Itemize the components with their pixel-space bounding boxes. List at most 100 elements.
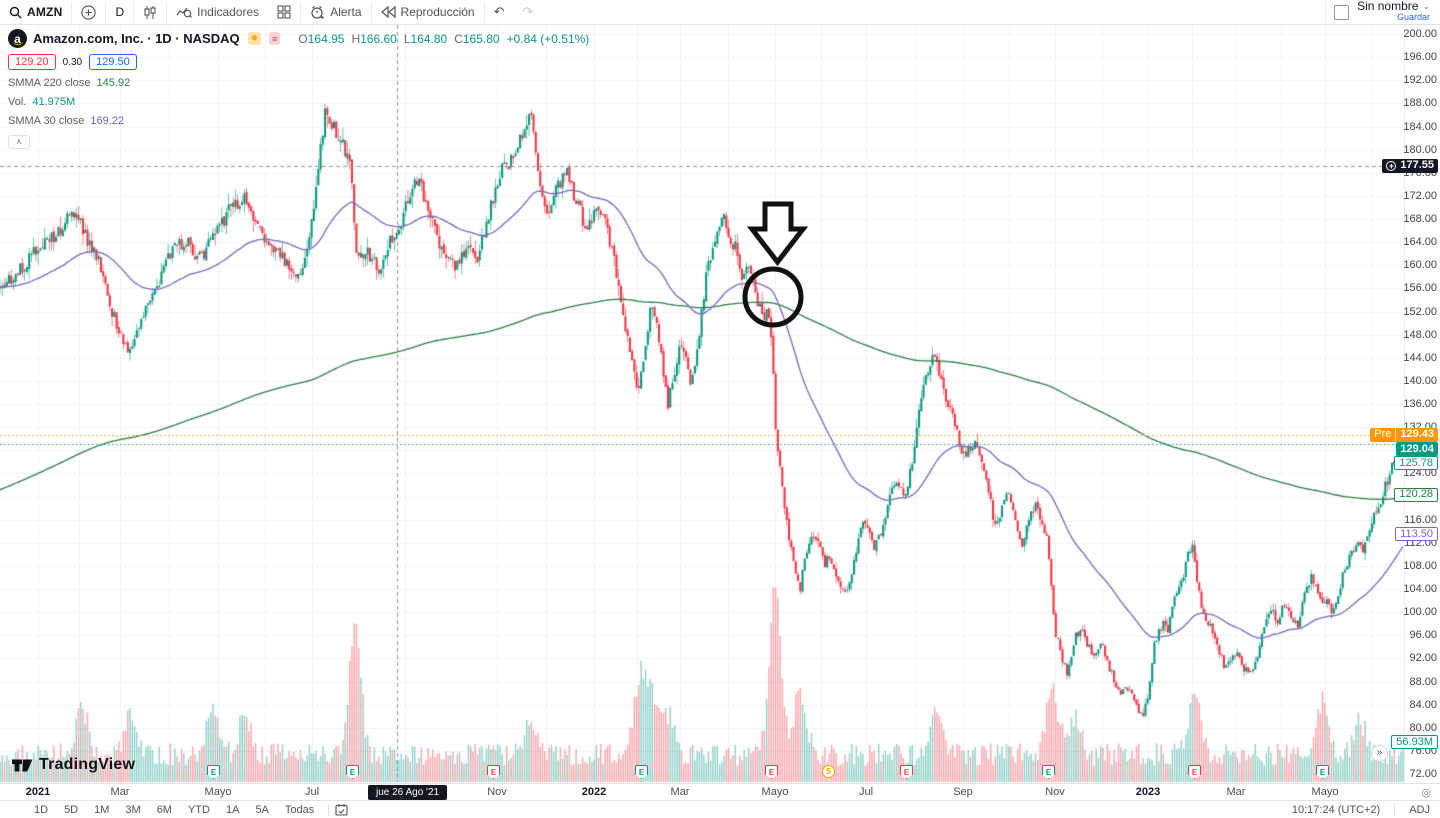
range-button-1d[interactable]: 1D xyxy=(34,803,49,816)
symbol-search[interactable]: AMZN xyxy=(0,0,71,25)
earnings-badge-icon[interactable]: E xyxy=(207,765,220,779)
earnings-badge-icon[interactable]: E xyxy=(900,765,913,779)
price-tick: 192.00 xyxy=(1403,74,1437,87)
layout-grid-button[interactable] xyxy=(268,0,300,25)
ohlc-values: O164.95 H166.60 L164.80 C165.80 +0.84 (+… xyxy=(298,31,590,46)
time-tick: Mayo xyxy=(1311,786,1339,798)
toolbar-divider xyxy=(483,1,485,23)
search-icon xyxy=(9,6,22,18)
layout-controls: Sin nombre ⌄ Guardar xyxy=(1325,0,1440,23)
time-tick: 2022 xyxy=(581,786,607,798)
price-tick: 80.00 xyxy=(1409,721,1437,734)
undo-button[interactable]: ↶ xyxy=(485,0,514,25)
earnings-badge-icon[interactable]: E xyxy=(1188,765,1201,779)
range-button-1a[interactable]: 1A xyxy=(225,803,240,816)
range-button-5a[interactable]: 5A xyxy=(255,803,269,816)
chart-area[interactable]: 72.00 76.00 80.00 84.00 88.00 92.00 96.00 100.0… xyxy=(0,25,1440,783)
price-tick: 140.00 xyxy=(1403,374,1437,387)
toolbar-divider xyxy=(1394,803,1396,816)
adj-toggle[interactable]: ADJ xyxy=(1409,803,1430,816)
tradingview-watermark[interactable]: TradingView xyxy=(12,756,135,774)
redo-button[interactable]: ↷ xyxy=(514,0,543,25)
flash-badge-icon[interactable]: ✹ xyxy=(247,32,262,45)
range-button-todas[interactable]: Todas xyxy=(284,803,315,816)
toolbar-divider xyxy=(166,1,168,23)
time-tick: Nov xyxy=(1045,786,1065,798)
earnings-badge-icon[interactable]: E xyxy=(1042,765,1055,779)
range-button-1m[interactable]: 1M xyxy=(94,803,110,816)
toolbar-divider xyxy=(1325,1,1327,23)
earnings-badge-icon[interactable]: E xyxy=(487,765,500,779)
earnings-badge-icon[interactable]: E xyxy=(1316,765,1329,779)
price-tick: 160.00 xyxy=(1403,259,1437,272)
price-tick: 124.00 xyxy=(1403,467,1437,480)
interval-button[interactable]: D xyxy=(106,0,133,25)
price-tick: 148.00 xyxy=(1403,328,1437,341)
calendar-icon[interactable] xyxy=(335,803,348,816)
price-tick: 196.00 xyxy=(1403,51,1437,64)
chevron-down-icon: ⌄ xyxy=(1422,1,1430,11)
indicator-row-smma220[interactable]: SMMA 220 close 145.92 xyxy=(8,77,131,89)
price-tick: 72.00 xyxy=(1409,768,1437,780)
replay-button[interactable]: Reproducción xyxy=(372,0,484,25)
split-badge-icon[interactable]: S xyxy=(822,765,835,778)
range-button-3m[interactable]: 3M xyxy=(125,803,141,816)
time-axis[interactable]: 2021 Mar Mayo Jul Nov 2022 Mar Mayo Jul Sep Nov 202… xyxy=(0,783,1440,800)
toolbar-divider xyxy=(71,1,73,23)
scroll-to-latest-button[interactable]: » xyxy=(1371,745,1388,762)
alert-clock-icon xyxy=(311,5,324,19)
crosshair-price-label: +177.55 xyxy=(1382,158,1438,173)
layout-name-label: Sin nombre xyxy=(1357,0,1419,13)
indicators-icon xyxy=(176,7,193,18)
replay-icon xyxy=(380,6,396,18)
indicators-button[interactable]: Indicadores xyxy=(167,0,268,25)
legend-collapse-button[interactable]: ∧ xyxy=(8,135,30,149)
price-tick: 84.00 xyxy=(1409,698,1437,711)
time-tick: Mayo xyxy=(761,786,789,798)
layout-checkbox[interactable] xyxy=(1334,4,1350,20)
price-chart-canvas[interactable] xyxy=(0,25,1440,783)
layout-menu[interactable]: Sin nombre ⌄ Guardar xyxy=(1357,0,1430,23)
price-tick: 180.00 xyxy=(1403,143,1437,156)
time-tick: 2023 xyxy=(1135,786,1161,798)
volume-value: 41.975M xyxy=(32,96,76,108)
indicator-row-volume[interactable]: Vol. 41.975M xyxy=(8,96,76,108)
symbol-title[interactable]: Amazon.com, Inc. · 1D · NASDAQ xyxy=(33,31,240,46)
price-tick: 92.00 xyxy=(1409,652,1437,665)
price-level-label: 125.78 xyxy=(1394,456,1438,471)
notes-badge-icon[interactable]: ≡ xyxy=(269,32,281,45)
premarket-price-label: Pre 129.43 xyxy=(1370,427,1438,442)
earnings-badge-icon[interactable]: E xyxy=(635,765,648,779)
range-button-ytd[interactable]: YTD xyxy=(187,803,210,816)
time-tick: Nov xyxy=(487,786,507,798)
scale-target-icon[interactable]: ◎ xyxy=(1421,787,1431,799)
earnings-badge-icon[interactable]: E xyxy=(765,765,778,779)
range-button-6m[interactable]: 6M xyxy=(156,803,172,816)
add-alert-plus-icon[interactable]: + xyxy=(1386,160,1397,171)
volume-value-label: 56.93M xyxy=(1391,735,1438,749)
toolbar-divider xyxy=(133,1,135,23)
compare-add-button[interactable] xyxy=(72,0,105,25)
sell-button[interactable]: 129.20 xyxy=(8,54,56,70)
clock-label[interactable]: 10:17:24 (UTC+2) xyxy=(1291,803,1381,816)
chart-style-button[interactable] xyxy=(134,0,166,25)
indicators-label: Indicadores xyxy=(197,5,260,19)
indicator-row-smma30[interactable]: SMMA 30 close 169.22 xyxy=(8,115,125,127)
toolbar-divider xyxy=(300,1,302,23)
spread-value: 0.30 xyxy=(62,56,83,68)
save-layout-button[interactable]: Guardar xyxy=(1396,12,1430,22)
range-selector: 1D 5D 1M 3M 6M YTD 1A 5A Todas xyxy=(26,804,322,816)
smma220-value-label: 120.28 xyxy=(1394,487,1438,502)
time-tick: Mar xyxy=(110,786,130,798)
tradingview-label: TradingView xyxy=(39,756,136,773)
layout-grid-icon xyxy=(277,5,291,19)
price-tick: 136.00 xyxy=(1403,398,1437,410)
time-tick: Mar xyxy=(670,786,690,798)
buy-button[interactable]: 129.50 xyxy=(89,54,137,70)
price-tick: 172.00 xyxy=(1403,189,1437,202)
alert-button[interactable]: Alerta xyxy=(301,0,370,25)
price-tick: 200.00 xyxy=(1403,28,1437,40)
candles-icon xyxy=(144,5,156,19)
range-button-5d[interactable]: 5D xyxy=(64,803,79,816)
earnings-badge-icon[interactable]: E xyxy=(346,765,359,779)
